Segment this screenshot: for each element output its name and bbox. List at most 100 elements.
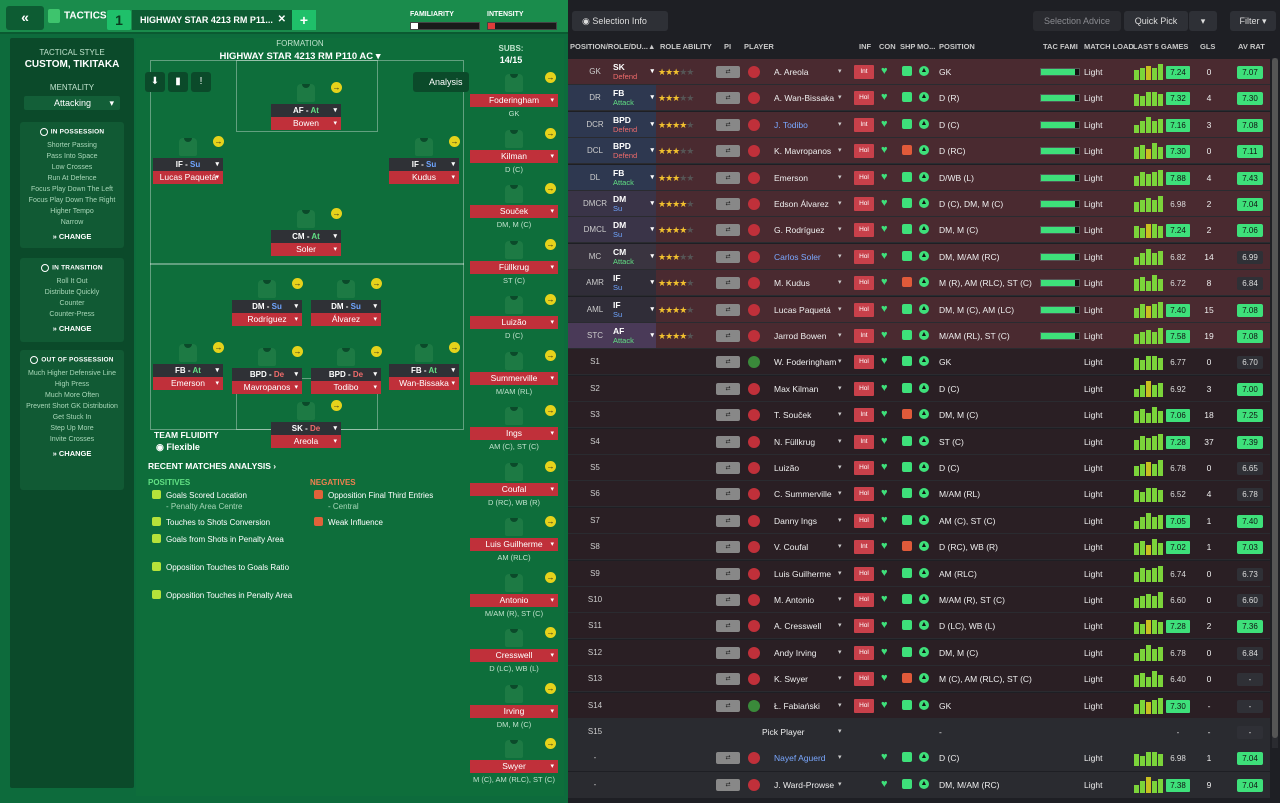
player-instructions-icon[interactable]: ⇄ [716,66,740,78]
table-row[interactable]: AMR IF Su ▾ ★★★★★ ⇄ M. Kudus ▾ Hol ♥ ▲ M (R), AM (R… [568,270,1270,297]
table-row[interactable]: DL FB Attack ▾ ★★★★★ ⇄ Emerson ▾ Hol ♥ ▲ D/WB (L) Li… [568,164,1270,191]
player-instructions-icon[interactable]: ⇄ [716,673,740,686]
player-instructions-icon[interactable]: ⇄ [716,752,740,765]
chevron-down-icon[interactable]: ▾ [838,200,842,207]
player-instructions-icon[interactable]: ⇄ [716,198,740,210]
player-instructions-icon[interactable]: ⇄ [716,462,740,474]
player-role[interactable]: DM - Su ▾ [311,300,381,313]
col-match-load[interactable]: MATCH LOAD [1084,42,1134,51]
position-slot[interactable]: S9 [590,568,600,578]
player-name[interactable]: Todibo ▾ [311,381,381,394]
back-button[interactable]: « [6,6,44,30]
table-row[interactable]: S4 ⇄ N. Füllkrug ▾ Int ♥ ▲ ST (C) Light 7.28 37 7.3… [568,428,1270,455]
position-slot[interactable]: GK [589,67,601,76]
sub-name[interactable]: Cresswell ▾ [470,649,558,662]
player-name[interactable]: Emerson [774,172,809,183]
stats-icon[interactable]: ▮ [168,72,188,92]
position-slot[interactable]: S14 [587,700,603,710]
table-row[interactable]: DR FB Attack ▾ ★★★★★ ⇄ A. Wan-Bissaka ▾ Hol ♥ ▲ D (… [568,85,1270,112]
position-slot[interactable]: - [593,753,597,763]
player-instructions-icon[interactable]: ⇄ [716,250,740,263]
chevron-down-icon[interactable]: ▾ [838,516,842,524]
player-instructions-icon[interactable]: ⇄ [716,382,740,395]
sub-name[interactable]: Luis Guilherme ▾ [470,538,558,551]
player-card-bpdr[interactable]: BPD - De ▾ Todibo ▾ [311,348,381,394]
player-instructions-icon[interactable]: ⇄ [716,303,740,316]
player-instructions-icon[interactable]: ⇄ [716,646,740,659]
sub-name[interactable]: Foderingham ▾ [470,94,558,107]
player-role[interactable]: FB - At ▾ [153,364,223,377]
col-position[interactable]: POSITION [939,42,975,51]
scrollbar-thumb[interactable] [1272,58,1278,738]
player-name[interactable]: A. Areola [774,67,809,77]
player-name[interactable]: Nayef Aguerd [774,753,826,764]
table-row[interactable]: S10 ⇄ M. Antonio ▾ Hol ♥ ▲ M/AM (R), ST (C) Ligh… [568,587,1270,613]
player-name[interactable]: N. Füllkrug [774,436,816,447]
player-instruction-icon[interactable]: → [449,342,460,353]
player-name[interactable]: Lucas Paquetá [774,304,831,315]
player-name[interactable]: J. Ward-Prowse [774,779,835,790]
tactics-menu[interactable]: TACTICS [48,9,107,23]
position-slot[interactable]: S3 [590,410,600,420]
sub-name[interactable]: Coufal ▾ [470,482,558,496]
table-row[interactable]: S14 ⇄ Ł. Fabiański ▾ Hol ♥ ▲ GK Light 7.30 - - [568,692,1270,719]
player-instruction-icon[interactable]: → [545,349,556,361]
player-instruction-icon[interactable]: → [213,342,224,353]
player-instruction-icon[interactable]: → [545,183,556,194]
player-card-af[interactable]: AF - At ▾ Bowen ▾ [271,84,341,130]
col-role-ability[interactable]: ROLE ABILITY [660,42,712,51]
player-name[interactable]: Emerson ▾ [153,377,223,390]
sub-name[interactable]: Ings ▾ [470,427,558,440]
recent-matches-analysis-link[interactable]: RECENT MATCHES ANALYSIS › [148,461,277,471]
position-slot[interactable]: S8 [590,542,600,552]
player-instructions-icon[interactable]: ⇄ [716,356,740,369]
player-name[interactable]: K. Swyer [774,674,809,685]
chevron-down-icon[interactable]: ▾ [838,728,842,735]
chevron-down-icon[interactable]: ▾ [838,464,842,471]
sub-name[interactable]: Souček ▾ [470,205,558,218]
player-role[interactable]: IF - Su ▾ [153,158,223,171]
player-instructions-icon[interactable]: ⇄ [716,145,740,158]
player-card-ifr[interactable]: IF - Su ▾ Kudus ▾ [389,138,459,184]
chevron-down-icon[interactable]: ▾ [838,411,842,419]
table-row[interactable]: S3 ⇄ T. Souček ▾ Int ♥ ▲ DM, M (C) Light 7.06 18 7.… [568,402,1270,429]
chevron-down-icon[interactable]: ▾ [838,754,842,762]
player-instructions-icon[interactable]: ⇄ [716,567,740,580]
role-select[interactable]: FB Attack ▾ [609,85,656,111]
col-sort-icon[interactable]: ▲ [648,42,656,51]
player-instruction-icon[interactable]: → [449,136,460,147]
player-instruction-icon[interactable]: → [545,738,556,749]
player-name[interactable]: Luis Guilherme [774,568,832,579]
selection-advice-button[interactable]: Selection Advice [1033,11,1121,31]
table-row[interactable]: S6 ⇄ C. Summerville ▾ Hol ♥ ▲ M/AM (RL) Light 6.5… [568,481,1270,508]
position-slot[interactable]: DCL [586,146,603,156]
player-name[interactable]: A. Cresswell [774,621,822,632]
table-row[interactable]: S9 ⇄ Luis Guilherme ▾ Hol ♥ ▲ AM (RLC) Light 6.74… [568,560,1270,587]
player-card-ifl[interactable]: IF - Su ▾ Lucas Paquetá ▾ [153,138,223,184]
role-select[interactable]: BPD Defend ▾ [609,138,656,164]
player-instructions-icon[interactable]: ⇄ [716,92,740,105]
player-instruction-icon[interactable]: → [371,346,382,357]
position-slot[interactable]: - [593,779,597,789]
position-slot[interactable]: DL [589,172,601,182]
table-row[interactable]: S8 ⇄ V. Coufal ▾ Int ♥ ▲ D (RC), WB (R) Light 7.0… [568,534,1270,561]
player-instruction-icon[interactable]: → [545,238,556,250]
chevron-down-icon[interactable]: ▾ [838,490,842,498]
player-name[interactable]: M. Antonio [774,595,815,605]
sub-player[interactable]: Summerville ▾ M/AM (RL) [470,351,558,396]
info-icon[interactable]: ! [191,72,211,92]
player-name[interactable]: Max Kilman [774,383,819,394]
position-slot[interactable]: DMCL [583,225,607,235]
sub-name[interactable]: Füllkrug ▾ [470,260,558,274]
table-row[interactable]: S11 ⇄ A. Cresswell ▾ Hol ♥ ▲ D (LC), WB (L) Ligh… [568,613,1270,640]
tactic-slot-number[interactable]: 1 [107,10,131,30]
col-goals[interactable]: GLS [1200,42,1216,51]
player-instruction-icon[interactable]: → [545,627,556,638]
player-card-dmr[interactable]: DM - Su ▾ Álvarez ▾ [311,280,381,326]
player-role[interactable]: CM - At ▾ [271,230,341,243]
player-name[interactable]: T. Souček [774,410,812,421]
sub-name[interactable]: Irving ▾ [470,704,558,718]
chevron-down-icon[interactable]: ▾ [838,701,842,709]
player-instructions-icon[interactable]: ⇄ [716,409,740,422]
position-slot[interactable]: S6 [590,489,600,499]
